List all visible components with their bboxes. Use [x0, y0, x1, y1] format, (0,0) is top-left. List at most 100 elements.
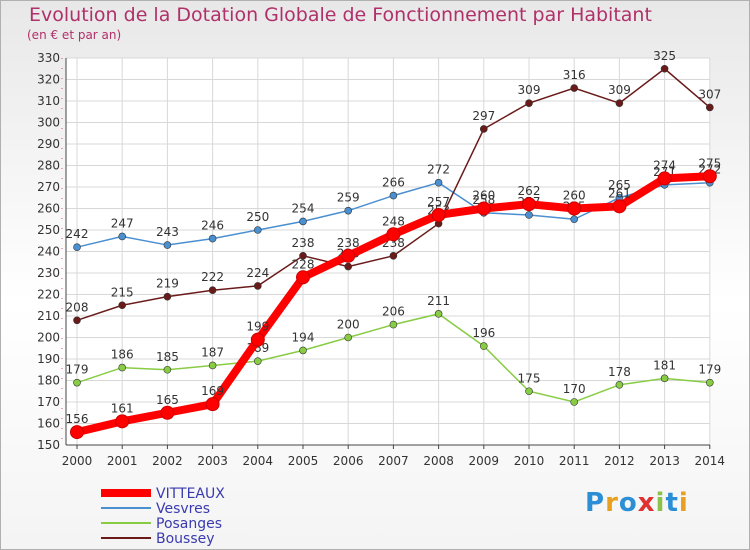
data-label: 258	[472, 193, 495, 207]
data-point	[299, 252, 307, 260]
x-tick-label: 2001	[107, 454, 138, 468]
data-label: 260	[563, 189, 586, 203]
logo-letter: i	[678, 488, 689, 518]
data-point	[250, 332, 265, 347]
data-point	[479, 125, 488, 133]
data-point	[73, 243, 81, 251]
x-tick-label: 2002	[152, 454, 183, 468]
data-point	[434, 310, 443, 318]
logo-letter: t	[665, 488, 679, 518]
chart-subtitle: (en € et par an)	[27, 28, 122, 42]
y-tick-label: 330	[37, 51, 60, 65]
y-tick-label: 240	[37, 245, 60, 259]
data-label: 165	[156, 393, 179, 407]
data-label: 156	[66, 412, 89, 426]
data-label: 200	[337, 318, 360, 332]
data-point	[657, 171, 672, 186]
data-point	[208, 361, 217, 370]
data-label: 222	[201, 270, 224, 284]
x-tick-label: 2000	[62, 454, 93, 468]
data-label: 262	[518, 184, 541, 198]
data-label: 297	[472, 109, 495, 123]
data-label: 175	[518, 371, 541, 385]
y-tick-label: 280	[37, 159, 60, 173]
y-tick-label: 180	[37, 374, 60, 388]
logo-letter: o	[618, 488, 638, 518]
data-label: 169	[201, 384, 224, 398]
data-label: 259	[337, 191, 360, 205]
data-point	[389, 320, 398, 329]
data-label: 316	[563, 68, 586, 82]
legend-label: Boussey	[156, 531, 215, 547]
data-point	[522, 197, 536, 212]
x-tick-label: 2009	[469, 454, 500, 468]
data-label: 261	[608, 186, 631, 200]
series-boussey: 2082152192222242382332382532973093163093…	[66, 49, 721, 325]
data-label: 238	[292, 236, 315, 250]
data-label: 250	[246, 210, 269, 224]
data-point	[299, 217, 307, 226]
data-point	[479, 342, 488, 350]
data-label: 238	[337, 236, 360, 250]
x-tick-label: 2003	[197, 454, 228, 468]
data-point	[253, 357, 262, 365]
data-label: 266	[382, 176, 405, 190]
data-label: 211	[427, 294, 450, 308]
data-point	[70, 425, 84, 440]
data-label: 325	[653, 49, 676, 63]
data-point	[612, 199, 627, 214]
data-label: 186	[111, 348, 134, 362]
data-label: 187	[201, 345, 224, 359]
data-label: 179	[698, 363, 721, 377]
y-tick-label: 220	[37, 288, 60, 302]
y-tick-label: 160	[37, 417, 60, 431]
x-tick-label: 2012	[604, 454, 635, 468]
data-point	[160, 405, 175, 420]
data-point	[705, 103, 714, 112]
data-point	[341, 248, 356, 263]
data-label: 248	[382, 214, 405, 228]
data-point	[431, 207, 446, 222]
data-label: 243	[156, 225, 179, 239]
data-point	[118, 232, 126, 241]
data-point	[118, 301, 126, 310]
data-point	[118, 363, 126, 372]
data-point	[570, 84, 579, 92]
y-tick-label: 190	[37, 352, 60, 366]
data-point	[163, 365, 172, 374]
x-tick-label: 2004	[243, 454, 274, 468]
chart-title: Evolution de la Dotation Globale de Fonc…	[29, 4, 652, 26]
data-point	[205, 397, 220, 412]
data-label: 309	[518, 83, 541, 97]
data-label: 274	[653, 158, 676, 172]
x-tick-label: 2014	[695, 454, 726, 468]
x-tick-label: 2010	[514, 454, 545, 468]
data-label: 257	[427, 195, 450, 209]
x-tick-label: 2006	[333, 454, 364, 468]
data-point	[615, 380, 624, 389]
y-tick-label: 270	[37, 180, 60, 194]
data-label: 307	[698, 87, 721, 101]
x-tick-label: 2013	[649, 454, 680, 468]
legend-label: Posanges	[156, 516, 222, 532]
data-label: 309	[608, 83, 631, 97]
data-label: 246	[201, 219, 224, 233]
data-label: 215	[111, 285, 134, 299]
data-label: 181	[653, 358, 676, 372]
y-tick-label: 210	[37, 309, 60, 323]
data-point	[705, 378, 714, 387]
data-point	[73, 378, 81, 387]
data-point	[163, 292, 172, 301]
data-label: 194	[292, 330, 315, 344]
data-label: 275	[698, 156, 721, 170]
data-label: 254	[292, 201, 315, 215]
logo-letter: r	[605, 488, 619, 518]
data-point	[163, 241, 172, 249]
y-tick-label: 200	[37, 331, 60, 345]
data-point	[570, 215, 579, 224]
data-point	[253, 282, 262, 290]
data-point	[344, 333, 353, 342]
y-tick-label: 250	[37, 223, 60, 237]
